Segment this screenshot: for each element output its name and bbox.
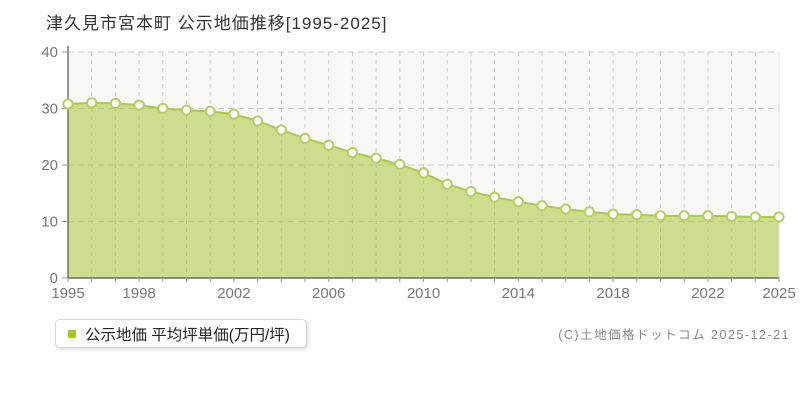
data-point-marker [346,146,358,159]
x-tick-label: 1995 [51,285,84,302]
data-point-marker [726,210,738,223]
data-point-marker [702,210,714,222]
data-point-marker [465,185,477,198]
data-point-marker [631,209,643,221]
data-point-marker [86,97,98,109]
data-point-marker [654,210,667,222]
data-point-marker [370,152,382,164]
data-point-marker [560,203,572,215]
y-tick-label: 0 [50,270,58,287]
data-point-marker [157,102,169,115]
x-tick-label: 2018 [596,285,629,302]
data-point-marker [323,139,335,151]
data-point-marker [536,200,548,212]
data-point-marker [204,105,216,117]
data-point-marker [275,124,287,136]
data-point-marker [133,99,145,111]
data-point-marker [228,108,240,120]
data-point-marker [417,167,430,179]
data-point-marker [109,97,122,110]
data-point-marker [62,98,74,110]
x-tick-label: 2006 [312,285,345,302]
price-trend-chart: 0 10 20 30 40 1995 1998 2002 2006 2010 2014 2018 202… [41,44,795,302]
data-point-marker [607,208,619,220]
data-point-marker [441,178,453,190]
data-point-marker [583,206,596,218]
legend-series-label: 公示地価 平均坪単価(万円/坪) [85,326,290,344]
legend-series-marker-icon [68,329,76,338]
data-point-marker [180,104,193,116]
data-point-marker [394,158,406,171]
copyright-text: (C)土地価格ドットコム 2025-12-21 [558,328,790,342]
data-point-marker [678,210,690,222]
chart-title: 津久見市宮本町 公示地価推移[1995-2025] [46,14,388,33]
price-area-fill [68,102,779,278]
legend-box: 公示地価 平均坪単価(万円/坪) [55,319,307,348]
data-point-marker [749,211,761,223]
x-tick-label: 2014 [502,285,535,302]
x-tick-label: 2010 [407,285,440,302]
x-tick-label: 1998 [122,285,155,302]
data-point-marker [299,132,311,145]
y-tick-label: 40 [41,44,58,61]
x-tick-label: 2002 [217,285,250,302]
y-tick-label: 30 [41,101,58,118]
data-point-marker [773,211,785,223]
x-tick-label: 2025 [762,285,795,302]
y-tick-label: 20 [41,157,58,174]
data-point-marker [512,196,524,208]
y-tick-label: 10 [41,214,58,231]
x-tick-label: 2022 [691,285,724,302]
data-point-marker [489,191,501,203]
data-point-marker [252,115,264,127]
